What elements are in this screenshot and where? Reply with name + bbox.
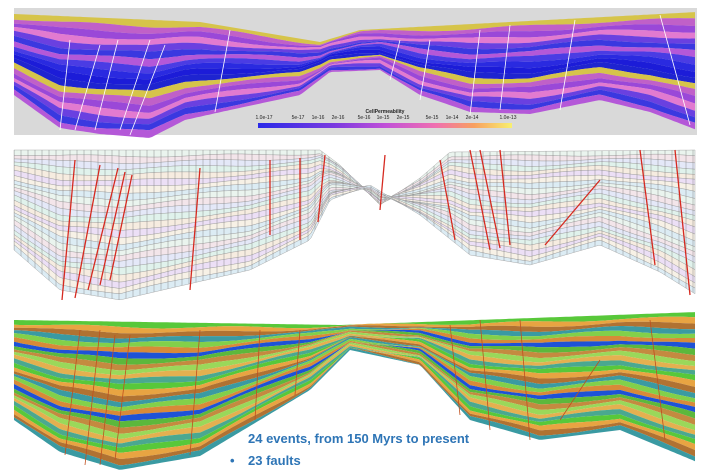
colorbar-gradient (258, 123, 512, 128)
caption-line: 23 faults (248, 453, 301, 468)
colorbar-tick-label: 1.0e-17 (256, 115, 273, 121)
colorbar-tick-label: 2e-16 (332, 115, 345, 121)
colorbar-tick-label: 1e-15 (377, 115, 390, 121)
colorbar-tick-label: 1e-16 (312, 115, 325, 121)
bullet: • (230, 453, 235, 468)
caption-line: 24 events, from 150 Myrs to present (248, 431, 470, 446)
geologic-section (14, 312, 695, 470)
colorbar-tick-label: 2e-15 (397, 115, 410, 121)
scene: CellPermeability 1.0e-175e-171e-162e-165… (0, 0, 707, 475)
colorbar-tick-label: 1e-14 (446, 115, 459, 121)
geologic-section (14, 148, 695, 302)
colorbar-tick-label: 2e-14 (466, 115, 479, 121)
colorbar-tick-label: 1.0e-13 (500, 115, 517, 121)
colorbar-tick-label: 5e-15 (426, 115, 439, 121)
colorbar-tick-label: 5e-17 (292, 115, 305, 121)
colorbar-tick-label: 5e-16 (358, 115, 371, 121)
